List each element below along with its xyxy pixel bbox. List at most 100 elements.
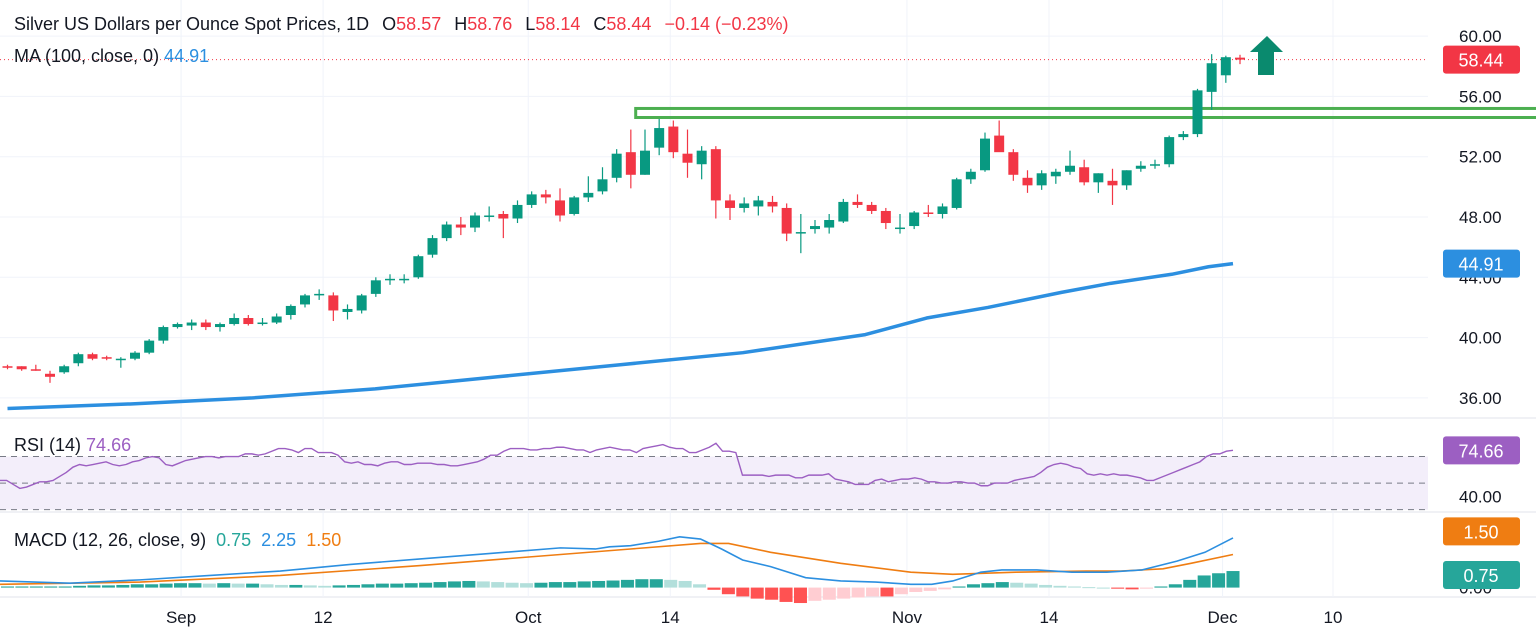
price-tick-label: 48.00 [1459,208,1502,227]
candle-body [87,354,98,359]
up-arrow-icon [1250,36,1283,75]
macd-hist-bar [548,582,562,588]
macd-hist-bar [635,579,649,588]
candle-body [385,278,395,281]
candle-body [342,308,353,312]
candle-body [540,194,551,198]
candle-body [682,153,693,163]
candle [16,366,27,371]
candle [781,203,792,242]
macd-hist-bar [822,587,836,600]
macd-hist-bar [289,584,303,588]
macd-hist-bar [577,581,591,588]
candle [1008,149,1019,181]
candle [909,210,920,230]
candle [767,195,778,213]
macd-hist-bar [1197,575,1211,588]
rsi-value-tag-bg [1443,436,1520,465]
candle [1178,131,1189,141]
candle [399,274,410,284]
candle-body [767,201,778,207]
macd-hist-bar [188,583,202,588]
candle [923,204,934,217]
macd-hist-bar [1111,587,1125,589]
macd-hist-tag: 0.75 [1443,561,1520,590]
candle [1036,170,1047,190]
ma-price-tag-bg [1443,249,1520,278]
candle-body [158,327,169,341]
macd-hist-bar [808,587,822,601]
macd-hist-bar [1024,583,1038,588]
candle-body [753,200,764,207]
candle [866,201,877,214]
candle [73,352,84,367]
candle-body [1135,165,1146,169]
macd-hist-bar [866,587,880,597]
candle-body [1107,180,1118,186]
macd-hist-bar [260,584,274,588]
macd-signal-tag-text: 1.50 [1463,522,1498,542]
candle [625,129,636,189]
macd-line [0,536,1234,586]
candle-body [413,256,424,278]
legend-ma-value: 44.91 [164,46,210,66]
candle-body [1150,164,1160,166]
candle-body [923,212,934,214]
macd-hist-bar [1039,584,1053,588]
candle-body [625,152,636,175]
candle [951,177,962,210]
candle-body [130,352,140,359]
x-tick-label: Oct [515,608,542,627]
macd-hist-bar [419,582,433,588]
macd-hist-bar [361,584,375,588]
macd-hist-bar [534,582,548,588]
macd-hist-bar [202,583,216,588]
candle [895,213,905,234]
macd-signal-tag: 1.50 [1443,517,1520,546]
candle-body [427,238,438,255]
macd-hist-bar [793,587,807,604]
x-tick-label: 14 [1040,608,1059,627]
macd-hist-bar [1154,586,1168,588]
candle [1135,161,1146,172]
candle-body [484,215,495,217]
candle [1164,135,1175,168]
price-tick-label: 56.00 [1459,87,1502,106]
candle-body [271,316,282,323]
candle-body [470,215,480,228]
last-price-tag-text: 58.44 [1458,51,1503,71]
macd-hist-bar [332,585,346,588]
candle [611,149,622,183]
candle-body [101,357,112,359]
candle [682,129,693,178]
candle [130,351,140,361]
legend-close-value: 58.44 [606,14,652,34]
price-tick-label: 52.00 [1459,148,1502,167]
legend-change: −0.14 (−0.23%) [664,14,789,34]
candle-body [526,194,537,205]
macd-hist-bar [347,584,361,588]
candle-body [73,354,84,364]
legend-macd: MACD (12, 26, close, 9) 0.75 2.25 1.50 [14,530,341,551]
candle [243,314,254,326]
candle-body [30,369,41,371]
macd-hist-bar [909,587,923,592]
candle [1065,150,1075,175]
candle-body [215,324,225,328]
candle-body [795,232,806,234]
macd-hist-bar [938,587,952,590]
candle-body [356,295,367,311]
ma-price-tag-text: 44.91 [1458,255,1503,275]
candle [1022,170,1033,193]
candle-body [880,210,891,224]
macd-hist-bar [1053,585,1067,588]
macd-hist-bar [880,587,894,597]
macd-hist-bar [1067,586,1081,588]
macd-hist-bar [274,584,288,588]
macd-hist-bar [303,585,317,588]
candle [880,207,891,230]
candle [1220,55,1231,83]
candle [470,212,480,233]
candle-body [115,358,126,361]
